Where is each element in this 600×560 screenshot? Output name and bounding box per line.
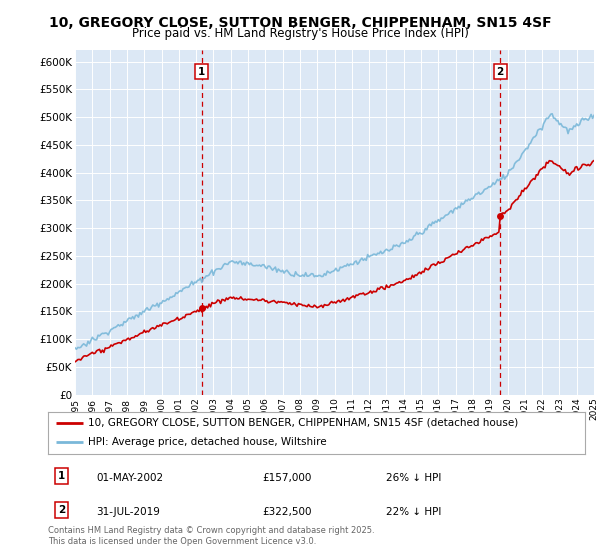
Text: 1: 1	[198, 67, 205, 77]
Text: 22% ↓ HPI: 22% ↓ HPI	[386, 507, 442, 517]
Text: 1: 1	[58, 471, 65, 480]
Text: 10, GREGORY CLOSE, SUTTON BENGER, CHIPPENHAM, SN15 4SF (detached house): 10, GREGORY CLOSE, SUTTON BENGER, CHIPPE…	[88, 418, 518, 428]
Text: Price paid vs. HM Land Registry's House Price Index (HPI): Price paid vs. HM Land Registry's House …	[131, 27, 469, 40]
Text: HPI: Average price, detached house, Wiltshire: HPI: Average price, detached house, Wilt…	[88, 437, 327, 447]
Text: £322,500: £322,500	[263, 507, 313, 517]
Text: 26% ↓ HPI: 26% ↓ HPI	[386, 473, 442, 483]
Text: Contains HM Land Registry data © Crown copyright and database right 2025.
This d: Contains HM Land Registry data © Crown c…	[48, 526, 374, 546]
Text: 31-JUL-2019: 31-JUL-2019	[97, 507, 160, 517]
Text: 2: 2	[497, 67, 504, 77]
Text: 10, GREGORY CLOSE, SUTTON BENGER, CHIPPENHAM, SN15 4SF: 10, GREGORY CLOSE, SUTTON BENGER, CHIPPE…	[49, 16, 551, 30]
Text: 2: 2	[58, 505, 65, 515]
Text: 01-MAY-2002: 01-MAY-2002	[97, 473, 163, 483]
Text: £157,000: £157,000	[263, 473, 312, 483]
